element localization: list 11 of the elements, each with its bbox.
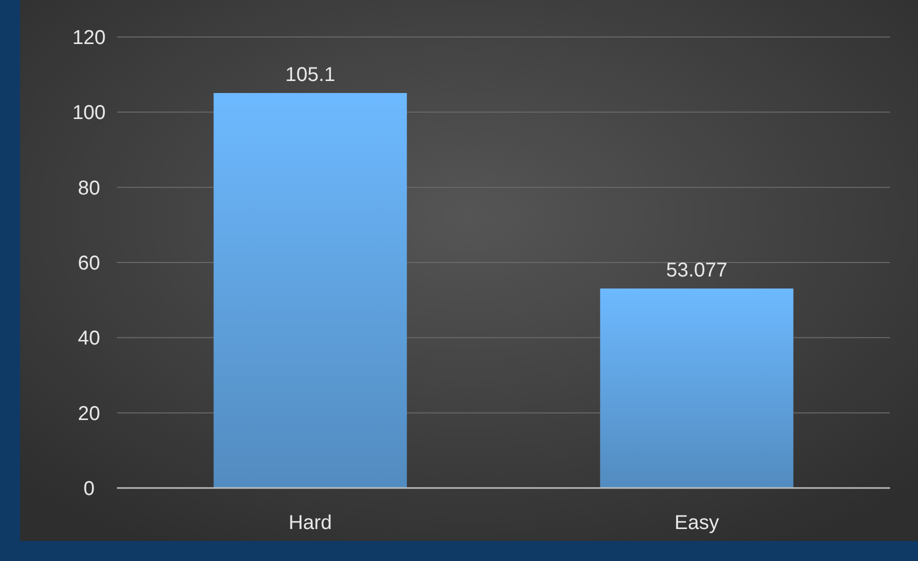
data-label: 105.1	[285, 64, 336, 86]
x-tick-label: Hard	[288, 512, 332, 534]
y-tick-label: 20	[78, 402, 100, 425]
data-label: 53.077	[666, 260, 728, 282]
y-tick-label: 40	[78, 328, 100, 350]
y-tick-label: 120	[72, 27, 106, 49]
y-tick-label: 0	[83, 478, 95, 500]
y-tick-label: 80	[78, 177, 100, 200]
x-tick-label: Easy	[674, 512, 719, 534]
y-tick-label: 100	[72, 102, 106, 124]
y-tick-label: 60	[78, 252, 100, 274]
